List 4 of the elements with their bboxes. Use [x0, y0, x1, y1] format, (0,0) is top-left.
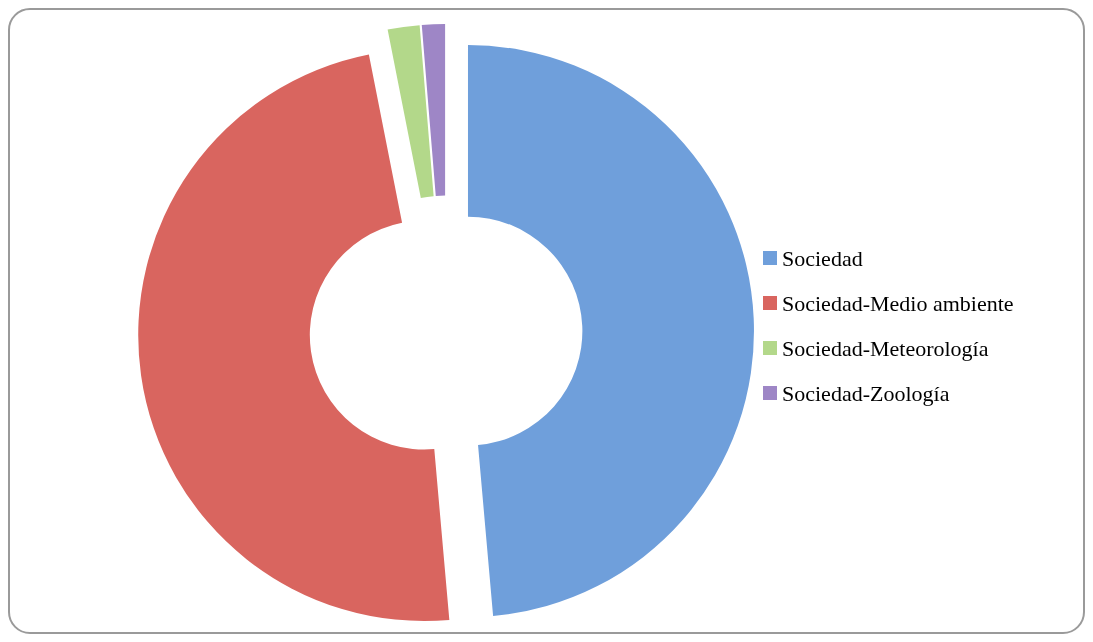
legend-label: Sociedad-Medio ambiente: [782, 290, 1014, 316]
legend-label: Sociedad-Meteorología: [782, 335, 989, 361]
legend-label: Sociedad-Zoología: [782, 380, 950, 406]
legend-label: Sociedad: [782, 245, 863, 271]
